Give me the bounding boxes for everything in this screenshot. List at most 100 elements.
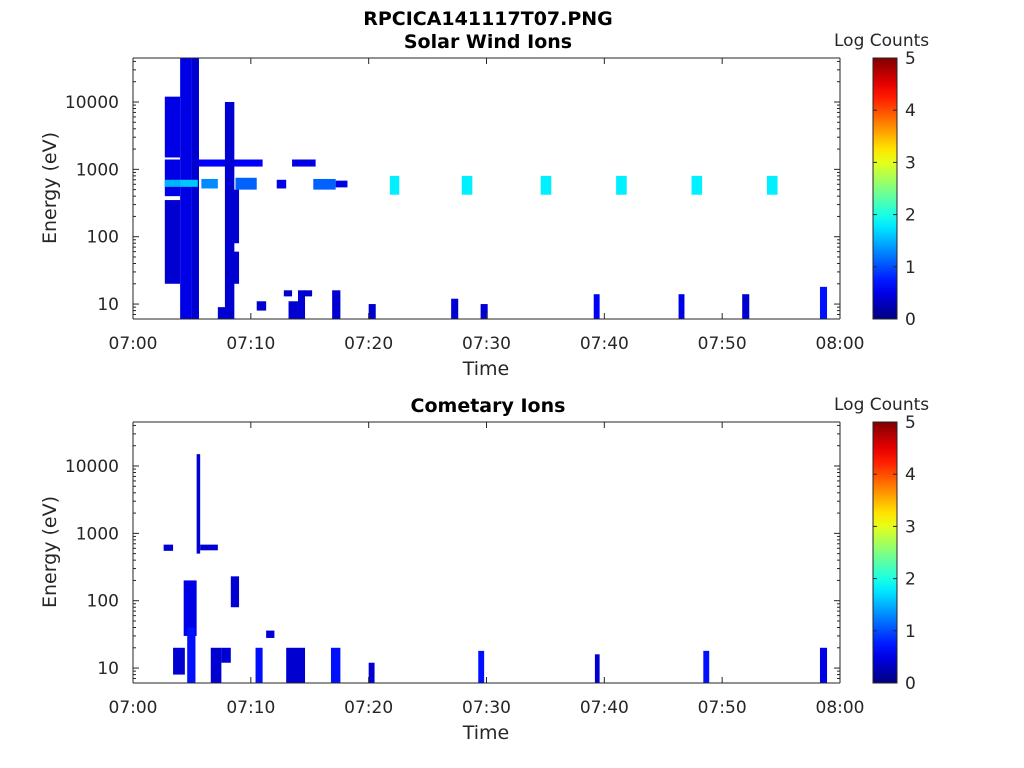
colorbar bbox=[872, 421, 898, 684]
colorbar-tick-label: 2 bbox=[905, 570, 916, 590]
data-cell bbox=[217, 307, 228, 319]
data-cell bbox=[173, 647, 185, 675]
data-cell bbox=[164, 96, 181, 158]
data-cell bbox=[766, 175, 778, 195]
data-cell bbox=[478, 650, 485, 683]
data-cell bbox=[313, 178, 336, 190]
data-cell bbox=[616, 175, 627, 195]
spectrogram-panel: 07:00 07:10 07:20 07:30 07:40 07:50 08:0010100… bbox=[65, 49, 916, 354]
x-tick-label: 07:30 bbox=[462, 698, 511, 718]
spectrogram-panel: 07:00 07:10 07:20 07:30 07:40 07:50 08:0010100… bbox=[65, 413, 916, 718]
x-tick-label: 07:30 bbox=[462, 334, 511, 354]
colorbar-tick-label: 2 bbox=[905, 206, 916, 226]
data-cell bbox=[210, 647, 222, 683]
data-cell bbox=[335, 180, 348, 188]
x-tick-label: 07:50 bbox=[698, 334, 747, 354]
data-cell bbox=[593, 294, 600, 319]
data-cell bbox=[164, 200, 181, 284]
x-tick-label: 07:40 bbox=[580, 334, 629, 354]
data-cell bbox=[230, 576, 240, 608]
colorbar-tick-label: 5 bbox=[905, 413, 916, 433]
data-cells bbox=[163, 454, 828, 683]
x-tick-label: 07:00 bbox=[109, 698, 158, 718]
data-cell bbox=[255, 647, 263, 683]
colorbar-tick-label: 5 bbox=[905, 49, 916, 69]
data-cell bbox=[303, 290, 313, 297]
data-cell bbox=[183, 580, 197, 636]
data-cell bbox=[196, 454, 201, 554]
y-tick-label: 100 bbox=[87, 592, 119, 612]
data-cell bbox=[164, 179, 181, 187]
data-cell bbox=[286, 647, 306, 683]
data-cell bbox=[451, 298, 459, 319]
data-cell bbox=[229, 251, 240, 284]
data-cell bbox=[191, 58, 199, 319]
colorbar-tick-label: 1 bbox=[905, 622, 916, 642]
y-tick-label: 10 bbox=[97, 295, 119, 315]
data-cell bbox=[201, 178, 218, 189]
data-cell bbox=[540, 175, 552, 195]
data-cell bbox=[180, 179, 198, 187]
y-tick-label: 100 bbox=[87, 228, 119, 248]
data-cell bbox=[480, 304, 488, 319]
data-cell bbox=[187, 627, 196, 683]
x-tick-label: 07:20 bbox=[344, 334, 393, 354]
data-cell bbox=[230, 189, 240, 244]
data-cell bbox=[221, 647, 231, 663]
data-cell bbox=[256, 301, 267, 311]
y-tick-label: 1000 bbox=[76, 160, 119, 180]
data-cell bbox=[742, 294, 750, 319]
colorbar-label-1: Log Counts bbox=[834, 31, 930, 51]
y-tick-label: 10000 bbox=[65, 457, 119, 477]
data-cell bbox=[163, 544, 174, 551]
data-cell bbox=[332, 290, 341, 319]
data-cell bbox=[200, 544, 218, 551]
x-tick-label: 07:00 bbox=[109, 334, 158, 354]
x-tick-label: 07:50 bbox=[698, 698, 747, 718]
colorbar-tick-label: 4 bbox=[905, 465, 916, 485]
y-tick-label: 1000 bbox=[76, 524, 119, 544]
x-tick-label: 07:10 bbox=[226, 698, 275, 718]
x-axis-label-1: Time bbox=[462, 358, 510, 380]
data-cell bbox=[288, 301, 298, 319]
data-cell bbox=[330, 647, 341, 683]
data-cell bbox=[368, 662, 375, 683]
figure-title: RPCICA141117T07.PNG bbox=[363, 8, 613, 30]
data-cell bbox=[224, 101, 235, 319]
x-tick-label: 08:00 bbox=[816, 334, 865, 354]
data-cell bbox=[678, 294, 685, 319]
x-tick-label: 07:20 bbox=[344, 698, 393, 718]
colorbar-label-2: Log Counts bbox=[834, 395, 930, 415]
x-tick-label: 07:10 bbox=[226, 334, 275, 354]
data-cell bbox=[283, 290, 293, 297]
colorbar-tick-label: 0 bbox=[905, 674, 916, 694]
data-cell bbox=[266, 630, 275, 638]
data-cell bbox=[703, 650, 710, 683]
data-cell bbox=[235, 177, 257, 190]
data-cell bbox=[297, 290, 306, 319]
data-cell bbox=[819, 647, 828, 683]
colorbar-tick-label: 4 bbox=[905, 101, 916, 121]
data-cell bbox=[368, 304, 376, 319]
data-cell bbox=[819, 286, 828, 319]
data-cell bbox=[180, 58, 192, 319]
data-cell bbox=[594, 654, 600, 683]
colorbar-tick-label: 3 bbox=[905, 153, 916, 173]
y-tick-label: 10000 bbox=[65, 93, 119, 113]
colorbar bbox=[872, 57, 898, 320]
data-cell bbox=[461, 175, 473, 195]
data-cells bbox=[164, 58, 828, 319]
colorbar-tick-label: 3 bbox=[905, 517, 916, 537]
chart-title-solar-wind: Solar Wind Ions bbox=[403, 31, 573, 53]
x-tick-label: 08:00 bbox=[816, 698, 865, 718]
data-cell bbox=[164, 159, 181, 197]
colorbar-tick-label: 0 bbox=[905, 310, 916, 330]
data-cell bbox=[691, 175, 703, 195]
y-tick-label: 10 bbox=[97, 659, 119, 679]
x-axis-label-2: Time bbox=[462, 722, 510, 744]
x-tick-label: 07:40 bbox=[580, 698, 629, 718]
colorbar-tick-label: 1 bbox=[905, 258, 916, 278]
data-cell bbox=[389, 175, 400, 195]
chart-title-cometary: Cometary Ions bbox=[410, 395, 566, 417]
